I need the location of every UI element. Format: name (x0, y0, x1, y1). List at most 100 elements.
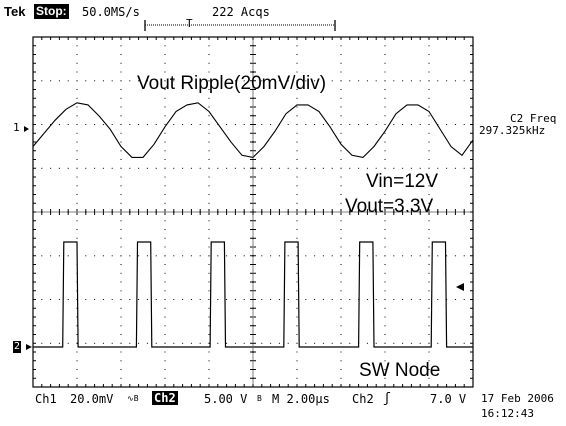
grid-dot (199, 342, 201, 344)
grid-dot (155, 124, 157, 125)
grid-dot (208, 342, 210, 344)
center-axis-dot (252, 152, 254, 154)
center-axis-dot (376, 211, 378, 213)
center-axis-dot (336, 211, 338, 213)
center-axis-dot (252, 240, 254, 242)
center-axis-dot (252, 256, 254, 258)
grid-dot (296, 176, 298, 178)
grid-dot (287, 80, 289, 82)
grid-dot (164, 237, 166, 239)
grid-dot (314, 342, 316, 344)
grid-dot (164, 150, 166, 152)
grid-dot (384, 124, 386, 125)
center-axis-dot (98, 211, 100, 213)
center-axis-dot (326, 211, 328, 213)
center-axis-dot (424, 211, 426, 213)
grid-dot (278, 80, 280, 82)
center-axis-dot (438, 211, 440, 213)
center-axis-dot (252, 142, 254, 144)
grid-dot (164, 264, 166, 265)
grid-dot (58, 167, 60, 169)
grid-dot (428, 325, 430, 327)
center-axis-dot (252, 136, 254, 138)
center-axis-dot (152, 211, 154, 213)
center-axis-dot (160, 211, 162, 213)
grid-dot (340, 141, 342, 143)
grid-dot (296, 80, 298, 82)
sw-node-label: SW Node (359, 360, 441, 381)
grid-dot (384, 71, 386, 73)
ch2-label: Ch2 (152, 391, 178, 405)
center-axis-dot (404, 211, 406, 213)
center-axis-dot (74, 211, 76, 213)
grid-dot (208, 229, 210, 230)
grid-dot (129, 167, 131, 169)
grid-dot (358, 255, 360, 257)
grid-dot (384, 115, 386, 117)
center-axis-dot (252, 82, 254, 84)
grid-dot (76, 89, 78, 90)
center-axis-dot (252, 122, 254, 124)
grid-dot (296, 97, 298, 99)
grid-dot (120, 80, 122, 82)
grid-dot (419, 124, 421, 125)
grid-dot (76, 351, 78, 353)
grid-dot (384, 194, 386, 195)
center-axis-dot (128, 211, 130, 213)
grid-dot (384, 377, 386, 379)
center-axis-dot (252, 304, 254, 306)
grid-dot (358, 124, 360, 125)
capture-time: 16:12:43 (481, 407, 534, 420)
center-axis-dot (252, 288, 254, 290)
center-axis-dot (158, 211, 160, 213)
center-axis-dot (252, 134, 254, 136)
grid-dot (340, 97, 342, 99)
grid-dot (76, 97, 78, 99)
grid-dot (164, 290, 166, 292)
center-axis-dot (462, 211, 464, 213)
center-axis-dot (252, 252, 254, 254)
grid-dot (164, 176, 166, 178)
grid-dot (270, 342, 272, 344)
grid-dot (41, 255, 43, 257)
grid-dot (454, 167, 456, 169)
center-axis-dot (252, 160, 254, 162)
grid-dot (173, 80, 175, 82)
center-axis-dot (252, 112, 254, 114)
grid-dot (164, 316, 166, 318)
grid-dot (217, 167, 219, 169)
center-axis-dot (252, 170, 254, 172)
grid-dot (120, 132, 122, 134)
center-axis-dot (318, 211, 320, 213)
grid-dot (58, 124, 60, 125)
center-axis-dot (116, 211, 118, 213)
grid-dot (67, 80, 69, 82)
center-axis-dot (416, 211, 418, 213)
grid-dot (164, 334, 166, 335)
grid-dot (428, 220, 430, 222)
grid-dot (208, 80, 210, 82)
grid-dot (243, 167, 245, 169)
center-axis-dot (252, 314, 254, 316)
grid-dot (164, 272, 166, 274)
grid-dot (50, 299, 52, 300)
run-state-badge: Stop: (34, 4, 69, 19)
center-axis-dot (174, 211, 176, 213)
grid-dot (261, 255, 263, 257)
grid-dot (58, 342, 60, 344)
grid-dot (76, 62, 78, 64)
vin-label: Vin=12V (366, 171, 439, 192)
grid-dot (340, 220, 342, 222)
grid-dot (296, 360, 298, 362)
ch2-trace-sw-node (33, 241, 473, 348)
center-axis-dot (114, 211, 116, 213)
grid-dot (402, 342, 404, 344)
center-axis-dot (414, 211, 416, 213)
grid-dot (164, 360, 166, 362)
grid-dot (428, 229, 430, 230)
center-axis-dot (388, 211, 390, 213)
grid-dot (428, 132, 430, 134)
center-axis-dot (110, 211, 112, 213)
center-axis-dot (252, 222, 254, 224)
center-axis-dot (418, 211, 420, 213)
